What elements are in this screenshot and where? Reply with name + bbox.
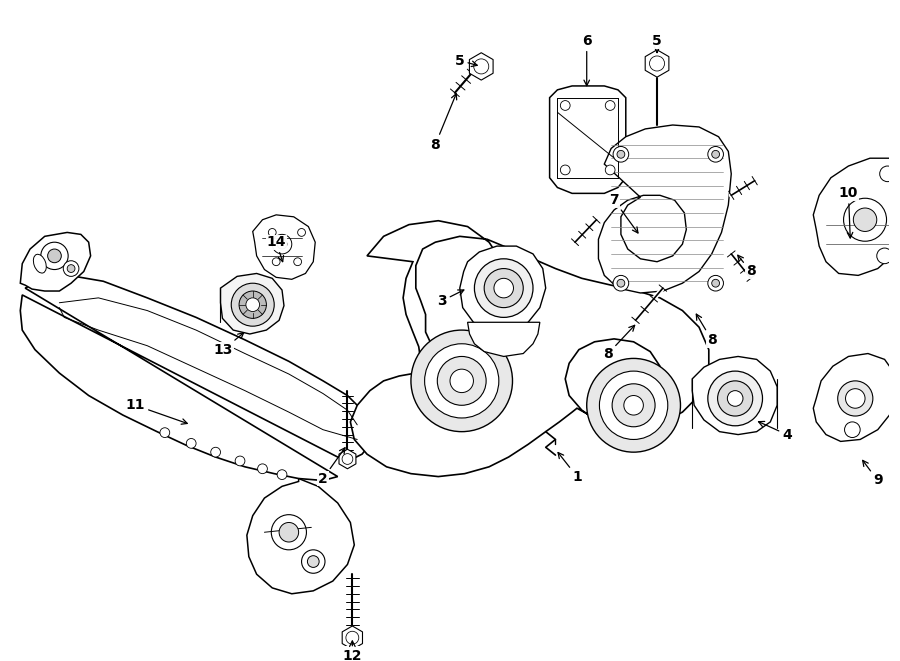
Circle shape [606, 165, 615, 175]
Circle shape [160, 428, 170, 438]
Circle shape [484, 268, 523, 307]
Text: 12: 12 [343, 641, 362, 661]
Circle shape [277, 239, 287, 249]
Circle shape [617, 151, 625, 158]
Circle shape [473, 59, 489, 74]
Polygon shape [645, 50, 669, 77]
Polygon shape [550, 86, 626, 194]
Circle shape [877, 248, 893, 264]
Circle shape [231, 283, 274, 326]
Circle shape [48, 249, 61, 262]
Circle shape [845, 389, 865, 408]
Ellipse shape [33, 254, 46, 273]
Polygon shape [220, 274, 284, 334]
Polygon shape [253, 215, 315, 280]
Circle shape [612, 384, 655, 427]
Circle shape [186, 438, 196, 448]
Circle shape [617, 280, 625, 287]
Circle shape [257, 464, 267, 474]
Text: 14: 14 [266, 235, 286, 262]
Polygon shape [21, 276, 370, 481]
Circle shape [561, 165, 570, 175]
Circle shape [707, 371, 762, 426]
Circle shape [712, 151, 719, 158]
Text: 11: 11 [126, 399, 187, 424]
Polygon shape [247, 479, 355, 594]
Text: 3: 3 [437, 290, 464, 308]
Circle shape [613, 147, 629, 162]
Circle shape [302, 550, 325, 573]
Circle shape [68, 264, 75, 272]
Circle shape [843, 198, 886, 241]
Circle shape [587, 358, 680, 452]
Circle shape [707, 276, 724, 291]
Circle shape [298, 229, 305, 237]
Circle shape [235, 456, 245, 466]
Polygon shape [350, 221, 709, 477]
Polygon shape [814, 354, 895, 442]
Circle shape [63, 260, 79, 276]
Circle shape [271, 515, 306, 550]
Text: 7: 7 [609, 193, 638, 233]
Text: 8: 8 [697, 314, 716, 347]
Circle shape [494, 278, 514, 298]
Polygon shape [598, 125, 732, 293]
Polygon shape [460, 246, 545, 330]
Circle shape [437, 356, 486, 405]
Polygon shape [814, 158, 900, 276]
Circle shape [425, 344, 499, 418]
Circle shape [613, 276, 629, 291]
Circle shape [561, 100, 570, 110]
Circle shape [838, 381, 873, 416]
Circle shape [844, 422, 860, 438]
Circle shape [293, 258, 302, 266]
Text: 5: 5 [454, 54, 477, 67]
Circle shape [239, 291, 266, 319]
Polygon shape [21, 233, 91, 291]
Circle shape [727, 391, 743, 407]
Circle shape [277, 470, 287, 479]
Circle shape [246, 298, 259, 311]
Circle shape [853, 208, 877, 231]
Text: 8: 8 [430, 94, 456, 151]
Circle shape [342, 453, 353, 465]
Circle shape [279, 522, 299, 542]
Circle shape [40, 242, 68, 270]
Circle shape [717, 381, 752, 416]
Polygon shape [339, 449, 356, 469]
Circle shape [268, 229, 276, 237]
Text: 13: 13 [213, 332, 244, 357]
Circle shape [650, 56, 664, 71]
Circle shape [211, 447, 220, 457]
Text: 6: 6 [582, 34, 591, 86]
Text: 10: 10 [839, 186, 858, 238]
Polygon shape [470, 53, 493, 80]
Circle shape [308, 556, 320, 567]
Text: 4: 4 [759, 422, 792, 442]
Circle shape [707, 147, 724, 162]
Polygon shape [692, 356, 778, 434]
Circle shape [624, 395, 644, 415]
Circle shape [712, 280, 719, 287]
Polygon shape [342, 626, 363, 650]
Text: 9: 9 [863, 461, 883, 487]
Text: 5: 5 [652, 34, 662, 52]
Circle shape [346, 631, 359, 644]
Text: 8: 8 [603, 325, 634, 360]
Circle shape [450, 369, 473, 393]
Circle shape [273, 235, 292, 254]
Polygon shape [468, 323, 540, 356]
Circle shape [599, 371, 668, 440]
Circle shape [606, 100, 615, 110]
Circle shape [879, 166, 896, 182]
Circle shape [474, 259, 533, 317]
Text: 8: 8 [738, 255, 756, 278]
Text: 1: 1 [558, 453, 581, 484]
Text: 2: 2 [319, 447, 345, 486]
Circle shape [273, 258, 280, 266]
Circle shape [411, 330, 512, 432]
